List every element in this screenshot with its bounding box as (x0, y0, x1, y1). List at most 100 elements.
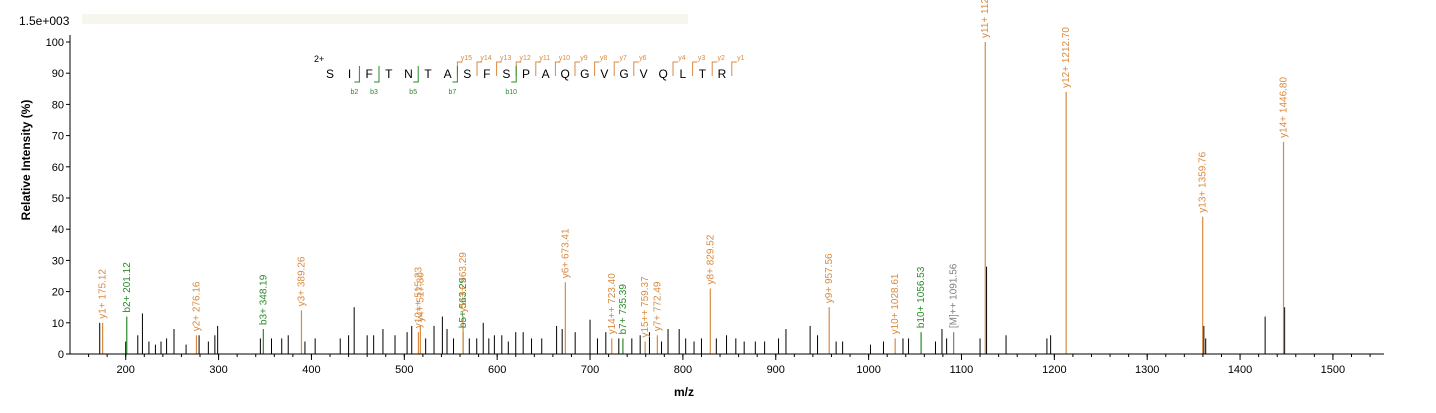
y-fragment-bracket (692, 61, 698, 76)
y-fragment-bracket (731, 61, 737, 76)
sequence-residue: L (679, 67, 686, 81)
sequence-residue: Q (659, 67, 668, 81)
peak-label: y4+ 517.30 (415, 272, 426, 322)
peak-label: y15++ 759.37 (640, 276, 651, 338)
y-fragment-label: y13 (500, 55, 511, 62)
peak-label: y1+ 175.12 (98, 269, 109, 319)
spectrum-peaks (99, 42, 1286, 354)
sequence-residue: N (404, 67, 413, 81)
charge-state: 2+ (314, 54, 324, 64)
peak-label: b7+ 735.39 (618, 284, 629, 335)
y-fragment-label: y10 (559, 55, 570, 62)
y-tick-label: 40 (52, 224, 64, 236)
y-tick-label: 0 (58, 349, 64, 361)
sequence-residue: F (483, 67, 490, 81)
chart-header-strip (82, 14, 688, 24)
sequence-residue: T (424, 67, 432, 81)
b-fragment-label: b3 (370, 89, 378, 96)
y-fragment-label: y8 (600, 55, 608, 62)
peak-label: y3+ 389.26 (296, 256, 307, 306)
y-fragment-bracket (574, 61, 580, 76)
peak-label: y2+ 276.16 (191, 281, 202, 331)
x-tick-label: 800 (674, 364, 692, 376)
peak-label: y9+ 957.56 (824, 253, 835, 303)
b-fragment-label: b2 (351, 89, 359, 96)
x-tick-label: 1100 (950, 364, 974, 376)
y-fragment-label: y7 (619, 55, 627, 62)
peak-label: y12+ 1212.70 (1061, 27, 1072, 88)
y-fragment-bracket (613, 61, 620, 76)
y-tick-label: 30 (52, 255, 64, 267)
sequence-residue: S (463, 67, 471, 81)
y-tick-label: 90 (52, 68, 64, 80)
b-fragment-bracket (374, 66, 380, 83)
b-fragment-bracket (354, 66, 360, 83)
sequence-residue: G (619, 67, 628, 81)
y-fragment-label: y6 (639, 55, 647, 62)
y-fragment-label: y2 (717, 55, 725, 62)
y-fragment-label: y12 (520, 55, 531, 62)
x-tick-label: 1200 (1042, 364, 1066, 376)
sequence-residue: V (600, 67, 608, 81)
y-fragment-bracket (554, 61, 561, 76)
sequence-residue: V (640, 67, 648, 81)
y-fragment-bracket (476, 61, 482, 76)
x-axis-label: m/z (674, 385, 694, 399)
peak-labels: y1+ 175.12 b2+ 201.12 y2+ 276.16 b3+ 348.19… (98, 0, 1290, 338)
y-tick-label: 100 (46, 37, 64, 49)
sequence-residue: A (542, 67, 550, 81)
x-tick-label: 700 (581, 364, 599, 376)
y-tick-label: 10 (52, 318, 64, 330)
y-fragment-bracket (496, 61, 502, 76)
b-fragment-bracket (511, 66, 517, 83)
x-tick-label: 1400 (1228, 364, 1252, 376)
peak-label: y11+ 1125.6 (980, 0, 991, 38)
x-tick-label: 900 (767, 364, 785, 376)
peak-label: y7+ 772.49 (652, 281, 663, 331)
y-tick-label: 70 (52, 131, 64, 143)
y-fragment-bracket (456, 61, 463, 76)
b-fragment-label: b5 (409, 89, 417, 96)
y-fragment-label: y1 (737, 55, 745, 62)
y-tick-label: 60 (52, 162, 64, 174)
y-fragment-label: y4 (678, 55, 686, 62)
y-fragment-label: y14 (480, 55, 491, 62)
sequence-residue: T (385, 67, 393, 81)
b-fragment-bracket (413, 66, 419, 83)
x-axis-ticks: 200 300 400 500 600 700 800 900 1000 1100 1200 1300… (88, 354, 1371, 376)
x-tick-label: 1500 (1321, 364, 1345, 376)
y-tick-label: 80 (52, 99, 64, 111)
sequence-residue: R (718, 67, 727, 81)
peak-label: y14+ 1446.80 (1279, 77, 1290, 138)
sequence-residue: I (348, 67, 351, 81)
peak-label: y8+ 829.52 (705, 234, 716, 284)
b-fragment-label: b10 (505, 89, 517, 96)
peak-label: y10++ 515.23 (413, 267, 424, 329)
sequence-residue: A (444, 67, 452, 81)
b-fragment-label: b7 (449, 89, 457, 96)
x-tick-label: 600 (488, 364, 506, 376)
x-tick-label: 400 (302, 364, 320, 376)
y-fragment-bracket (633, 61, 639, 76)
y-axis-ticks: 0 10 20 30 40 50 60 70 80 90 100 (46, 37, 70, 361)
y-fragment-label: y3 (698, 55, 706, 62)
peak-label: [M]++ 1091.56 (949, 263, 960, 328)
sequence-residue: T (699, 67, 707, 81)
peak-label: y13+ 1359.76 (1198, 151, 1209, 212)
sequence-residue: F (366, 67, 373, 81)
y-tick-label: 20 (52, 287, 64, 299)
peak-label: b10+ 1056.53 (916, 266, 927, 328)
peak-label: y6+ 673.41 (560, 228, 571, 278)
peak-label: b2+ 201.12 (122, 262, 133, 313)
sequence-residue: S (326, 67, 334, 81)
peak-label: b5+ 563.29 (458, 277, 469, 328)
x-tick-label: 1300 (1135, 364, 1159, 376)
y-fragment-label: y11 (539, 55, 550, 62)
peak-label: b3+ 348.19 (258, 274, 269, 325)
y-fragment-bracket (711, 61, 718, 76)
y-tick-label: 50 (52, 193, 64, 205)
x-tick-label: 200 (117, 364, 135, 376)
y-fragment-label: y15 (461, 55, 472, 62)
sequence-residue: Q (561, 67, 570, 81)
x-tick-label: 1000 (856, 364, 880, 376)
